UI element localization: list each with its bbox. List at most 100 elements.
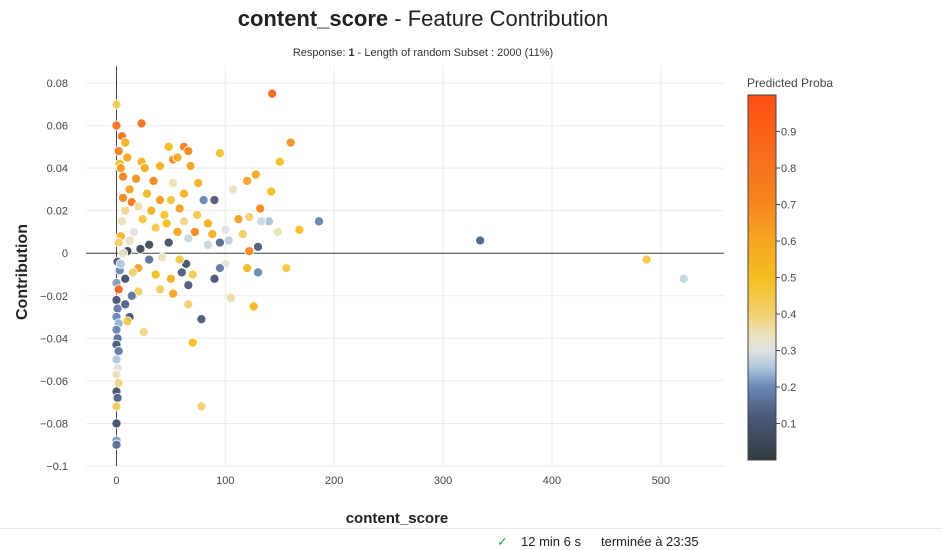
data-point xyxy=(150,222,161,233)
data-point xyxy=(189,226,200,238)
colorbar-tick-label: 0.7 xyxy=(781,200,796,212)
x-tick-label: 0 xyxy=(113,475,119,487)
data-point xyxy=(165,273,176,284)
data-point xyxy=(117,192,129,203)
data-point xyxy=(122,316,133,327)
data-point xyxy=(174,203,185,214)
data-point xyxy=(196,401,207,412)
x-tick-label: 300 xyxy=(434,475,452,487)
run-duration: 12 min 6 s xyxy=(521,534,581,549)
data-point xyxy=(233,214,244,225)
data-point xyxy=(214,148,225,159)
y-tick-label: 0 xyxy=(62,248,68,260)
data-point xyxy=(192,209,203,220)
data-point xyxy=(127,267,138,278)
data-point xyxy=(202,218,213,229)
y-tick-label: 0.06 xyxy=(47,121,68,133)
check-icon: ✓ xyxy=(497,534,508,549)
subtitle-suffix: - Length of random Subset : 2000 (11%) xyxy=(354,47,554,59)
data-point xyxy=(196,314,207,325)
data-point xyxy=(111,99,122,110)
data-point xyxy=(115,163,126,174)
data-point xyxy=(165,194,176,206)
data-point xyxy=(250,169,261,180)
data-point xyxy=(168,177,179,189)
data-point xyxy=(214,263,225,274)
x-tick-label: 200 xyxy=(325,475,343,487)
data-point xyxy=(176,267,187,278)
colorbar-tick-label: 0.3 xyxy=(781,346,796,358)
x-tick-label: 400 xyxy=(543,475,561,487)
data-point xyxy=(148,175,159,186)
data-point xyxy=(111,324,122,335)
data-point xyxy=(113,146,124,157)
data-point xyxy=(274,156,285,167)
data-point xyxy=(112,392,123,403)
data-point xyxy=(111,439,122,450)
data-point xyxy=(122,152,133,163)
data-point xyxy=(220,224,231,235)
colorbar-tick-label: 0.2 xyxy=(781,382,796,394)
data-point xyxy=(120,273,131,284)
data-point xyxy=(313,216,325,227)
data-point xyxy=(111,120,122,131)
subtitle-prefix: Response: xyxy=(292,47,349,59)
data-point xyxy=(111,354,122,365)
data-point xyxy=(227,184,239,195)
data-point xyxy=(138,326,149,338)
data-point xyxy=(237,229,248,240)
data-point xyxy=(178,216,190,227)
data-point xyxy=(159,209,170,220)
data-point xyxy=(242,263,253,274)
data-point xyxy=(272,226,283,238)
data-point xyxy=(136,118,147,129)
data-point xyxy=(266,186,277,197)
data-point xyxy=(223,235,234,246)
data-point xyxy=(163,141,174,152)
data-point xyxy=(244,212,255,223)
y-tick-label: −0.08 xyxy=(40,418,68,430)
data-point xyxy=(285,137,296,148)
data-point xyxy=(131,173,142,184)
data-point xyxy=(113,237,124,248)
y-tick-label: −0.1 xyxy=(46,461,68,473)
data-point xyxy=(678,273,689,284)
data-point xyxy=(117,248,129,259)
y-tick-label: 0.04 xyxy=(47,163,68,175)
data-point xyxy=(154,194,166,206)
data-point xyxy=(124,235,135,246)
data-point xyxy=(172,226,183,238)
data-point xyxy=(209,273,220,284)
y-tick-label: 0.02 xyxy=(47,206,68,218)
data-point xyxy=(187,269,198,280)
data-point xyxy=(163,237,174,248)
data-point xyxy=(135,243,146,255)
data-point xyxy=(120,137,131,148)
data-point xyxy=(187,337,198,348)
data-point xyxy=(267,88,278,99)
data-point xyxy=(202,239,213,250)
data-point xyxy=(252,267,264,278)
data-point xyxy=(128,226,139,238)
colorbar-tick-label: 0.5 xyxy=(781,273,796,285)
data-point xyxy=(193,177,204,189)
data-point xyxy=(256,216,267,227)
data-point xyxy=(172,152,183,163)
data-point xyxy=(154,284,166,295)
data-point xyxy=(207,229,218,240)
colorbar-tick-label: 0.9 xyxy=(781,127,796,139)
data-point xyxy=(281,263,292,274)
run-finished: terminée à 23:35 xyxy=(601,534,699,549)
data-point xyxy=(111,294,122,306)
colorbar xyxy=(747,94,777,461)
colorbar-tick-label: 0.8 xyxy=(781,163,796,175)
data-point xyxy=(116,216,127,227)
data-point xyxy=(183,299,194,310)
data-point xyxy=(168,288,179,299)
y-tick-label: −0.02 xyxy=(40,291,68,303)
chart-title-suffix: - Feature Contribution xyxy=(388,6,609,31)
data-point xyxy=(154,160,166,172)
data-point xyxy=(150,269,161,280)
data-point xyxy=(111,401,122,412)
